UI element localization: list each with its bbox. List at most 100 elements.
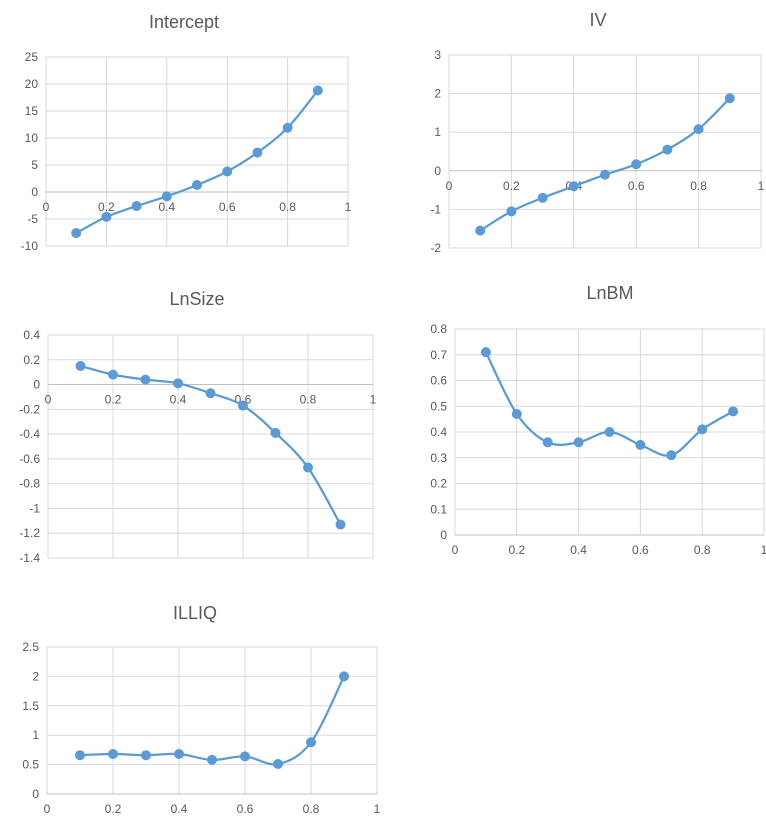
data-point bbox=[238, 400, 248, 411]
y-tick-label: 0 bbox=[33, 378, 40, 392]
data-point bbox=[161, 191, 172, 202]
data-point bbox=[306, 737, 316, 748]
x-tick-label: 0 bbox=[45, 393, 52, 407]
y-tick-label: 1 bbox=[434, 125, 441, 139]
data-point bbox=[693, 124, 704, 135]
y-tick-label: 0.1 bbox=[430, 502, 447, 516]
y-tick-label: 0.8 bbox=[430, 322, 447, 336]
chart-illiq-svg: ILLIQ 0 0.5 1 1.5 2 2.5 0 0.2 0.4 0.6 0.8 1 bbox=[22, 603, 380, 816]
y-tick-label: 1 bbox=[32, 728, 39, 742]
data-point bbox=[131, 201, 142, 212]
data-point bbox=[240, 751, 250, 762]
chart-lnbm: LnBM 0 0.1 0.2 0.3 0.4 0.5 0.6 0.7 0.8 0 0.2 0.4 0.6 0… bbox=[395, 280, 766, 570]
x-tick-label: 0.4 bbox=[170, 393, 187, 407]
data-point bbox=[573, 437, 584, 448]
y-tick-label: 0 bbox=[31, 185, 38, 199]
data-point bbox=[542, 437, 553, 448]
x-tick-label: 1 bbox=[370, 393, 377, 407]
data-point bbox=[207, 754, 217, 765]
chart-intercept-svg: Intercept -10 -5 0 5 10 15 20 25 0 0.2 0.4 0.6 0.8 1 bbox=[21, 12, 352, 253]
y-tick-label: 1.5 bbox=[22, 699, 39, 713]
data-point bbox=[506, 206, 517, 217]
x-tick-label: 0.6 bbox=[219, 200, 236, 214]
y-tick-label: -0.2 bbox=[19, 402, 40, 416]
x-tick-label: 0 bbox=[452, 543, 459, 557]
y-tick-label: 10 bbox=[25, 131, 39, 145]
data-point bbox=[141, 750, 151, 761]
data-point bbox=[568, 181, 579, 192]
x-tick-label: 0.2 bbox=[98, 200, 115, 214]
y-tick-label: -5 bbox=[27, 212, 38, 226]
y-tick-label: 0.4 bbox=[430, 425, 447, 439]
y-tick-label: 2 bbox=[32, 669, 39, 683]
data-point bbox=[312, 85, 323, 96]
x-tick-label: 0.6 bbox=[237, 802, 254, 816]
chart-title: LnBM bbox=[586, 283, 633, 303]
data-point bbox=[537, 192, 548, 203]
data-point bbox=[724, 93, 735, 104]
x-tick-label: 0.4 bbox=[158, 200, 175, 214]
data-point bbox=[339, 671, 349, 682]
x-tick-label: 0.4 bbox=[570, 543, 587, 557]
data-point bbox=[480, 347, 491, 358]
chart-title: ILLIQ bbox=[173, 603, 217, 623]
x-tick-label: 0.8 bbox=[279, 200, 296, 214]
x-tick-label: 0.8 bbox=[690, 179, 707, 193]
data-point bbox=[282, 122, 293, 133]
chart-title: LnSize bbox=[169, 289, 224, 309]
data-point bbox=[604, 427, 615, 437]
data-point bbox=[631, 159, 642, 170]
chart-lnsize-svg: LnSize -1.4 -1.2 -1 -0.8 -0.6 -0.4 -0.2 0 0.2 0.4 0… bbox=[19, 289, 377, 565]
chart-lnbm-svg: LnBM 0 0.1 0.2 0.3 0.4 0.5 0.6 0.7 0.8 0 0.2 0.4 0.6 0… bbox=[430, 283, 766, 557]
data-point bbox=[71, 228, 82, 239]
y-tick-label: 0 bbox=[434, 164, 441, 178]
data-point bbox=[108, 749, 118, 760]
y-tick-label: 0 bbox=[32, 787, 39, 801]
y-tick-label: -10 bbox=[21, 239, 39, 253]
data-point bbox=[662, 144, 673, 155]
y-tick-label: 2.5 bbox=[22, 640, 39, 654]
data-point bbox=[475, 225, 486, 236]
series-line-illiq bbox=[78, 675, 346, 766]
y-tick-label: -1.4 bbox=[19, 551, 40, 565]
data-point bbox=[728, 406, 739, 417]
y-tick-label: -0.4 bbox=[19, 427, 40, 441]
data-point bbox=[101, 211, 112, 222]
data-point bbox=[173, 378, 183, 389]
x-tick-label: 0 bbox=[446, 179, 453, 193]
x-tick-label: 0.2 bbox=[508, 543, 525, 557]
y-tick-label: 0.4 bbox=[23, 328, 40, 342]
data-point bbox=[252, 147, 263, 158]
y-tick-label: 15 bbox=[25, 104, 39, 118]
y-tick-label: 2 bbox=[434, 87, 441, 101]
y-tick-label: 0.6 bbox=[430, 374, 447, 388]
data-point bbox=[335, 519, 346, 530]
x-tick-label: 0.2 bbox=[105, 393, 122, 407]
data-point bbox=[273, 759, 283, 770]
data-point bbox=[303, 462, 313, 473]
y-tick-label: 0.5 bbox=[22, 758, 39, 772]
data-point bbox=[108, 369, 118, 380]
data-point bbox=[600, 169, 610, 180]
data-point bbox=[511, 408, 522, 419]
y-tick-label: -1 bbox=[430, 202, 441, 216]
x-tick-label: 1 bbox=[758, 179, 765, 193]
series-line-lnbm bbox=[484, 351, 735, 457]
y-tick-label: -0.6 bbox=[19, 452, 40, 466]
data-point bbox=[270, 427, 281, 438]
y-tick-label: 0.5 bbox=[430, 399, 447, 413]
chart-lnsize: LnSize -1.4 -1.2 -1 -0.8 -0.6 -0.4 -0.2 0 0.2 0.4 0… bbox=[0, 280, 383, 570]
chart-title: Intercept bbox=[149, 12, 219, 32]
y-tick-label: 25 bbox=[25, 50, 39, 64]
data-point bbox=[635, 439, 646, 450]
y-tick-label: 3 bbox=[434, 48, 441, 62]
data-point bbox=[666, 450, 677, 461]
x-tick-label: 1 bbox=[345, 200, 352, 214]
x-tick-label: 0.6 bbox=[632, 543, 649, 557]
y-tick-label: 0.2 bbox=[23, 353, 40, 367]
data-point bbox=[222, 166, 233, 177]
y-tick-label: 0.7 bbox=[430, 348, 447, 362]
data-point bbox=[75, 360, 86, 371]
